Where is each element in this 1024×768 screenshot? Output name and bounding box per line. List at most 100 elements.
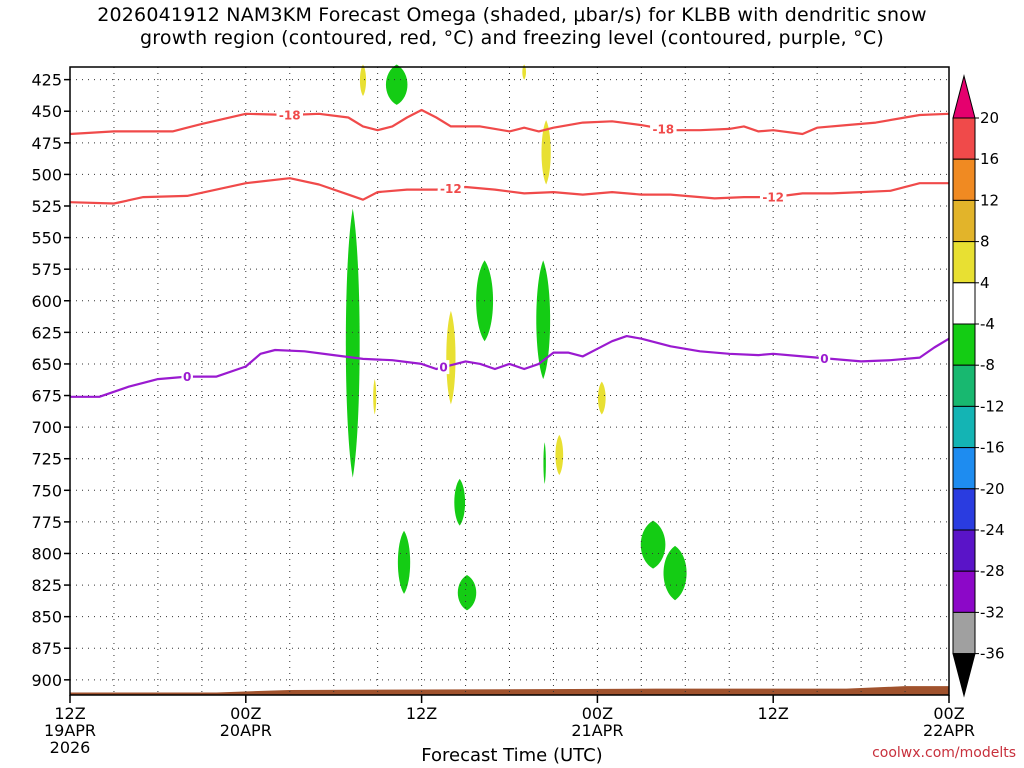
omega-blob [446,310,456,405]
omega-blob [397,530,411,594]
colorbar-band [952,653,976,698]
omega-blob [541,120,551,185]
y-tick-label: 675 [31,387,62,406]
contour-label: 0 [439,361,447,375]
omega-blob [457,574,477,611]
omega-blob [385,64,408,105]
x-tick-date: 20APR [220,721,272,740]
plot-frame [69,66,950,696]
y-tick-label: 825 [31,576,62,595]
y-tick-label: 625 [31,323,62,342]
temperature-contours: -18 -18 -12 -12 0 0 0 [69,108,950,398]
colorbar-band [952,364,976,407]
colorbar-band [952,447,976,490]
omega-blob [663,545,687,601]
colorbar: 20 16 12 8 4 -4 -8 -12 -16 -20 -24 -28 -32 -36 [952,74,1005,698]
x-tick-label: 12Z [54,704,85,723]
colorbar-band [952,611,976,655]
credit-text: coolwx.com/modelts [872,745,1016,761]
y-tick-label: 750 [31,481,62,500]
colorbar-label: -20 [980,480,1005,498]
omega-blob [543,442,546,484]
omega-blob [373,379,377,415]
omega-blob [555,434,564,476]
x-axis-label: Forecast Time (UTC) [421,745,603,766]
contour-label-bg [759,190,787,205]
y-tick-label: 700 [31,418,62,437]
colorbar-label: -16 [980,439,1005,457]
x-tick-label: 00Z [933,704,964,723]
x-tick-date: 22APR [923,721,975,740]
x-tick-label: 00Z [582,704,613,723]
omega-blob [454,478,466,526]
colorbar-band [952,323,976,366]
omega-blob [359,64,367,97]
contour-label-bg [276,108,303,123]
y-tick-label: 800 [31,544,62,563]
omega-blob [522,64,526,80]
title-line-2: growth region (contoured, red, °C) and f… [140,27,884,49]
contour-label: -12 [440,182,462,196]
colorbar-label: 12 [980,191,999,209]
colorbar-band [952,117,976,160]
colorbar-label: -32 [980,603,1005,621]
contour-label-bg [437,360,450,375]
y-tick-label: 775 [31,513,62,532]
colorbar-label: 20 [980,109,999,127]
colorbar-band [952,488,976,531]
y-tick-label: 525 [31,197,62,216]
colorbar-band [952,241,976,284]
colorbar-label: -12 [980,397,1005,415]
chart-title: 2026041912 NAM3KM Forecast Omega (shaded… [0,4,1024,50]
contour-label-bg [181,369,193,384]
colorbar-band [952,570,976,613]
omega-blob [597,381,606,415]
title-line-1: 2026041912 NAM3KM Forecast Omega (shaded… [97,4,927,26]
colorbar-band [952,405,976,449]
contour-label-bg [818,351,831,366]
colorbar-band [952,158,976,201]
y-tick-label: 425 [31,71,62,90]
contour-label: -12 [762,191,784,205]
axis-ticks: 425 450 475 500 525 550 575 600 625 650 675 700 725 7… [31,71,975,757]
y-tick-label: 725 [31,450,62,469]
x-tick-label: 12Z [406,704,437,723]
colorbar-label: -24 [980,521,1005,539]
contour-line [70,335,950,398]
y-tick-label: 500 [31,165,62,184]
colorbar-band [952,74,976,119]
omega-blob [536,260,551,380]
contour-line [69,177,949,205]
contour-label: 0 [183,370,191,384]
terrain-fill [70,686,949,695]
contour-label: 0 [820,352,828,366]
omega-shading [345,64,687,611]
y-tick-label: 575 [31,260,62,279]
x-tick-label: 00Z [230,704,261,723]
y-tick-label: 875 [31,639,62,658]
y-tick-label: 650 [31,355,62,374]
plot-border [69,66,950,696]
x-tick-date: 19APR [44,721,96,740]
y-tick-label: 900 [31,671,62,690]
y-tick-label: 550 [31,229,62,248]
colorbar-label: -8 [980,356,995,374]
y-tick-label: 600 [31,292,62,311]
colorbar-label: -36 [980,645,1005,663]
grid-lines [70,67,949,695]
y-tick-label: 850 [31,608,62,627]
omega-blob [640,520,666,569]
contour-label: -18 [652,122,674,136]
x-tick-year: 2026 [50,738,91,757]
x-tick-date: 21APR [571,721,623,740]
colorbar-label: 16 [980,150,999,168]
colorbar-label: -28 [980,562,1005,580]
contour-label: -18 [279,109,301,123]
omega-blob [345,208,360,478]
contour-line [69,108,950,136]
x-tick-label: 12Z [758,704,789,723]
colorbar-label: 8 [980,233,990,251]
colorbar-band [952,199,976,243]
contour-label-bg [650,121,677,136]
